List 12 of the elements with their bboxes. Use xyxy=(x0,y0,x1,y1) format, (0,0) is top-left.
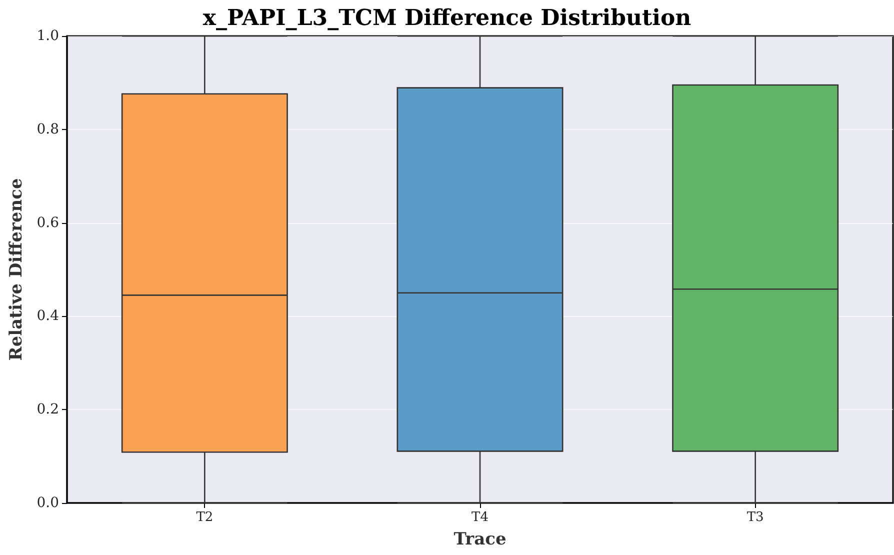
y-tick-label: 0.2 xyxy=(36,402,59,418)
y-tick-label: 0.0 xyxy=(36,495,59,511)
x-axis-title: Trace xyxy=(454,530,506,550)
x-tick-label: T3 xyxy=(746,510,764,525)
x-tick-label: T2 xyxy=(196,510,214,525)
chart-title: x_PAPI_L3_TCM Difference Distribution xyxy=(202,5,692,31)
y-tick-label: 0.8 xyxy=(36,121,59,138)
y-tick-label: 0.4 xyxy=(36,308,60,324)
y-tick-label: 1.0 xyxy=(36,28,59,44)
y-tick-label: 0.6 xyxy=(36,214,60,231)
x-tick-label: T4 xyxy=(472,510,488,525)
y-axis-title: Relative Difference xyxy=(6,178,26,361)
